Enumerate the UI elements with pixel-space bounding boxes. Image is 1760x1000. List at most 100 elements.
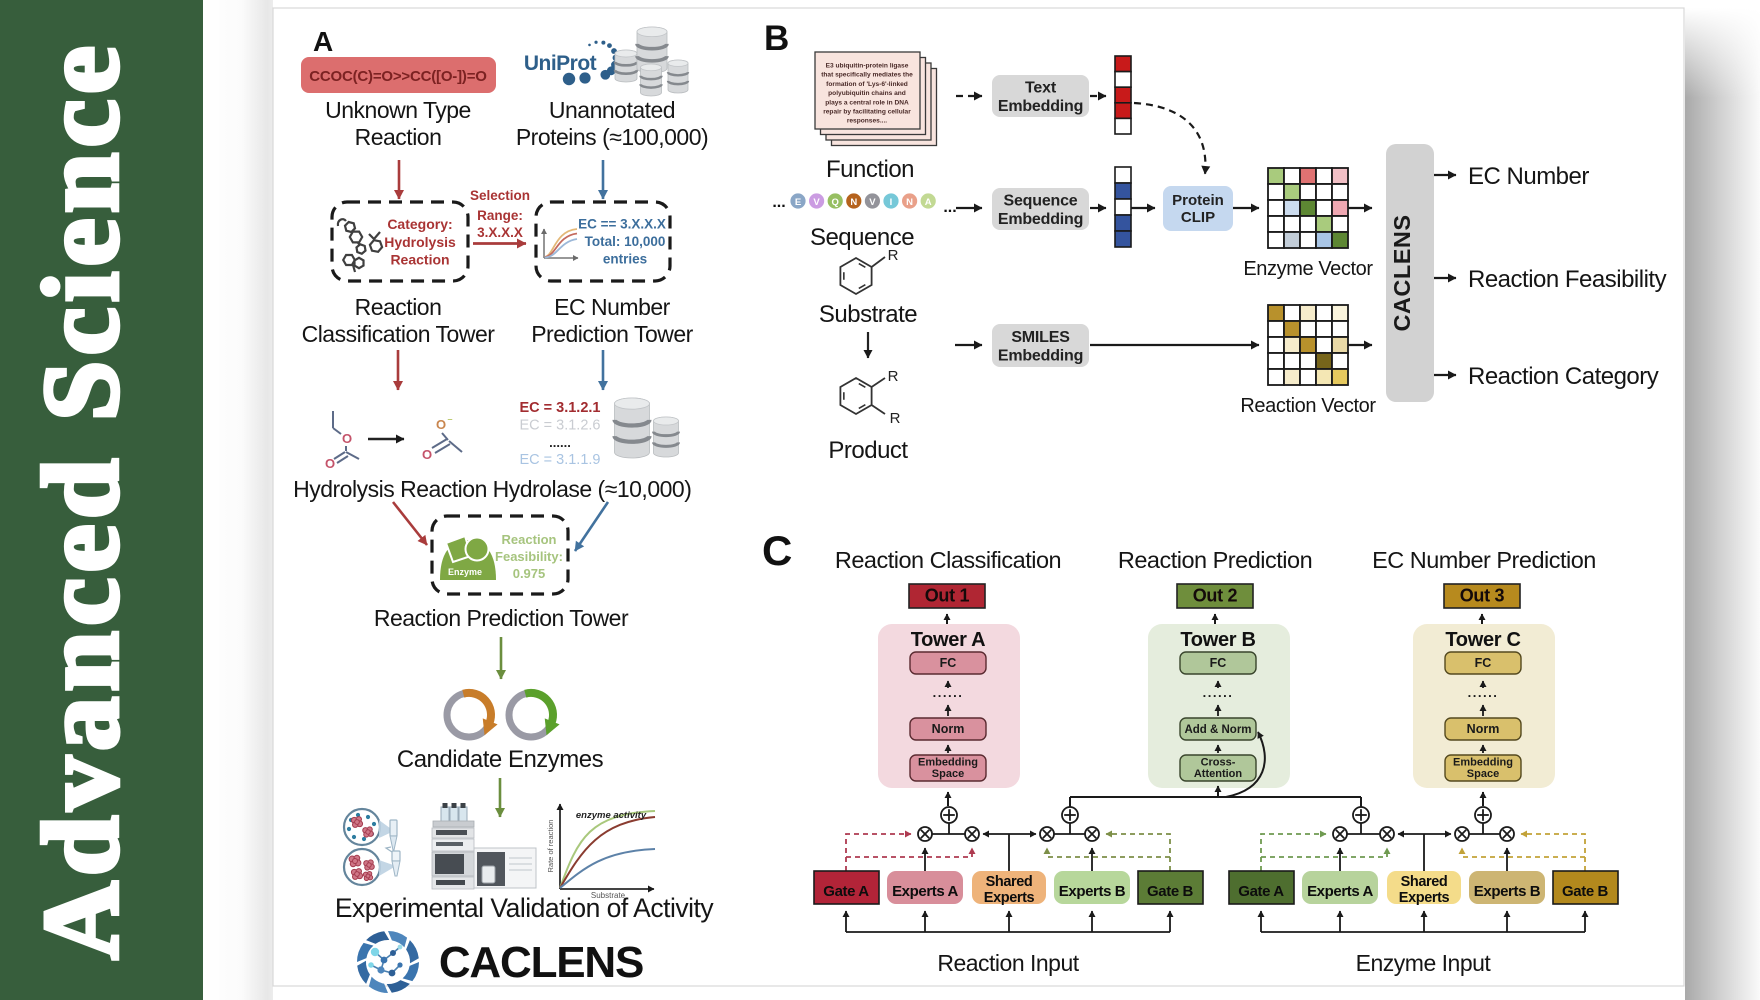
svg-text:EC Number: EC Number <box>1468 163 1589 190</box>
svg-text:Enzyme Vector: Enzyme Vector <box>1243 258 1373 280</box>
svg-text:enzyme activity: enzyme activity <box>576 810 647 821</box>
svg-text:E: E <box>795 197 801 208</box>
svg-text:EC = 3.1.2.6: EC = 3.1.2.6 <box>519 418 600 434</box>
svg-text:Proteins (≈100,000): Proteins (≈100,000) <box>516 124 708 150</box>
svg-text:Reaction: Reaction <box>355 124 442 150</box>
svg-text:3.X.X.X: 3.X.X.X <box>477 225 523 240</box>
svg-text:Reaction: Reaction <box>390 252 449 268</box>
svg-text:Candidate Enzymes: Candidate Enzymes <box>397 746 604 773</box>
svg-text:EC == 3.X.X.X: EC == 3.X.X.X <box>578 217 666 232</box>
svg-text:Cross-: Cross- <box>1201 757 1236 769</box>
svg-text:Rate of reaction: Rate of reaction <box>546 820 555 873</box>
svg-text:entries: entries <box>603 252 647 267</box>
svg-text:......: ...... <box>933 685 964 700</box>
svg-text:Out 2: Out 2 <box>1193 586 1238 606</box>
svg-text:Hydrolysis Reaction: Hydrolysis Reaction <box>293 476 487 502</box>
svg-text:Experts A: Experts A <box>1307 883 1373 900</box>
svg-text:......: ...... <box>1203 685 1234 700</box>
svg-text:Range:: Range: <box>477 208 523 223</box>
svg-text:CACLENS: CACLENS <box>439 938 643 987</box>
svg-text:Total: 10,000: Total: 10,000 <box>585 234 666 249</box>
svg-text:Experts: Experts <box>984 890 1035 906</box>
svg-text:Out 1: Out 1 <box>925 586 970 606</box>
svg-text:polyubiquitin chains and: polyubiquitin chains and <box>828 90 906 97</box>
svg-text:Space: Space <box>1467 768 1499 780</box>
svg-text:EC Number: EC Number <box>554 294 670 320</box>
svg-text:N: N <box>906 197 913 208</box>
svg-text:Sequence: Sequence <box>810 224 914 251</box>
svg-text:Hydrolase (≈10,000): Hydrolase (≈10,000) <box>493 476 692 502</box>
svg-text:Reaction Vector: Reaction Vector <box>1240 395 1376 417</box>
svg-text:SMILES: SMILES <box>1011 329 1070 346</box>
svg-text:Tower A: Tower A <box>911 629 986 651</box>
svg-text:Reaction: Reaction <box>502 532 557 547</box>
svg-text:N: N <box>850 197 857 208</box>
svg-text:Selection: Selection <box>470 188 530 203</box>
svg-text:B: B <box>764 19 789 58</box>
svg-text:O: O <box>342 431 352 446</box>
svg-text:UniProt: UniProt <box>524 52 597 75</box>
svg-text:Unknown Type: Unknown Type <box>325 97 471 123</box>
svg-text:Reaction Feasibility: Reaction Feasibility <box>1468 266 1667 293</box>
svg-text:EC = 3.1.1.9: EC = 3.1.1.9 <box>519 452 600 468</box>
svg-text:0.975: 0.975 <box>513 566 546 581</box>
svg-text:Experts: Experts <box>1399 890 1450 906</box>
svg-text:...: ... <box>772 194 785 211</box>
svg-text:......: ...... <box>1468 685 1499 700</box>
svg-text:Space: Space <box>932 768 964 780</box>
svg-text:Embedding: Embedding <box>998 98 1083 115</box>
svg-text:responses....: responses.... <box>847 118 887 125</box>
svg-text:Function: Function <box>826 156 914 183</box>
svg-text:Reaction Classification: Reaction Classification <box>835 547 1061 573</box>
svg-text:Reaction: Reaction <box>355 294 442 320</box>
svg-text:Enzyme Input: Enzyme Input <box>1356 950 1492 976</box>
svg-text:Norm: Norm <box>1467 722 1500 736</box>
svg-text:that specifically mediates the: that specifically mediates the <box>821 72 913 79</box>
svg-text:Tower C: Tower C <box>1445 629 1520 651</box>
svg-text:Reaction Input: Reaction Input <box>937 950 1079 976</box>
svg-text:Reaction Prediction: Reaction Prediction <box>1118 547 1312 573</box>
svg-text:FC: FC <box>940 656 957 670</box>
svg-text:Add & Norm: Add & Norm <box>1184 724 1251 736</box>
svg-text:Feasibility:: Feasibility: <box>495 549 563 564</box>
svg-text:Shared: Shared <box>1401 874 1448 890</box>
svg-text:EC Number Prediction: EC Number Prediction <box>1372 547 1596 573</box>
svg-text:Prediction Tower: Prediction Tower <box>531 321 693 347</box>
svg-text:Embedding: Embedding <box>1453 757 1513 769</box>
svg-text:C: C <box>762 527 792 574</box>
svg-text:O: O <box>325 456 335 471</box>
svg-text:V: V <box>869 197 876 208</box>
svg-text:Gate B: Gate B <box>1562 883 1609 900</box>
svg-text:Experts B: Experts B <box>1474 883 1541 900</box>
svg-text:Gate B: Gate B <box>1147 883 1194 900</box>
svg-text:Substrate: Substrate <box>591 891 626 900</box>
svg-text:Unannotated: Unannotated <box>549 97 675 123</box>
svg-text:Reaction Category: Reaction Category <box>1468 363 1659 390</box>
svg-text:Q: Q <box>832 197 839 208</box>
svg-text:Category:: Category: <box>387 216 452 232</box>
svg-text:repair by facilitating cellula: repair by facilitating cellular <box>823 109 911 116</box>
svg-text:Attention: Attention <box>1194 768 1243 780</box>
svg-text:Embedding: Embedding <box>918 757 978 769</box>
svg-text:V: V <box>813 197 820 208</box>
svg-text:Tower B: Tower B <box>1180 629 1255 651</box>
svg-text:CACLENS: CACLENS <box>1389 214 1415 331</box>
svg-text:Classification Tower: Classification Tower <box>302 321 496 347</box>
svg-text:Gate A: Gate A <box>823 883 869 900</box>
svg-text:Enzyme: Enzyme <box>448 567 482 577</box>
svg-text:Experts B: Experts B <box>1059 883 1126 900</box>
svg-text:Gate A: Gate A <box>1238 883 1284 900</box>
svg-text:E3 ubiquitin-protein ligase: E3 ubiquitin-protein ligase <box>826 63 909 70</box>
svg-text:...: ... <box>943 199 956 216</box>
svg-text:Substrate: Substrate <box>819 301 917 328</box>
svg-text:Experts A: Experts A <box>892 883 958 900</box>
svg-text:plays a central role in DNA: plays a central role in DNA <box>825 99 909 106</box>
svg-text:A: A <box>925 197 932 208</box>
svg-text:Product: Product <box>828 437 908 464</box>
svg-text:Sequence: Sequence <box>1004 193 1078 210</box>
svg-text:CLIP: CLIP <box>1181 209 1215 226</box>
svg-text:O: O <box>422 447 432 462</box>
svg-text:Embedding: Embedding <box>998 211 1083 228</box>
svg-text:CCOC(C)=O>>CC([O-])=O: CCOC(C)=O>>CC([O-])=O <box>309 68 487 85</box>
svg-text:FC: FC <box>1210 656 1227 670</box>
